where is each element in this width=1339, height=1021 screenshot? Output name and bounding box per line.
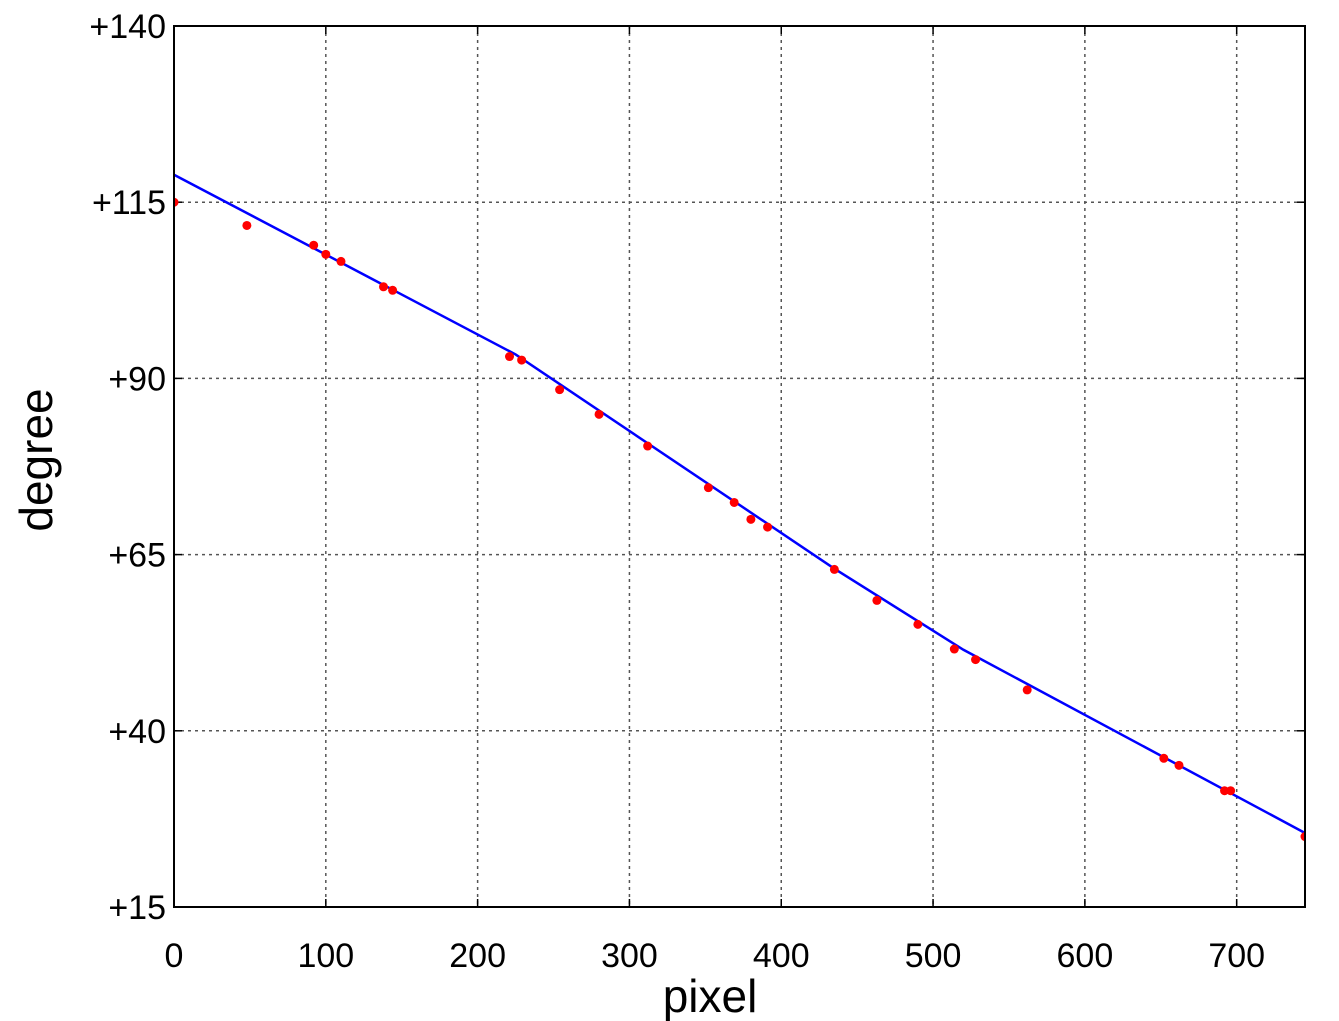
y-tick-label: +140	[89, 8, 166, 46]
data-point	[1300, 832, 1305, 842]
y-axis-title: degree	[10, 388, 62, 531]
x-tick-label: 0	[165, 937, 184, 975]
y-tick-label: +90	[108, 360, 166, 398]
data-point	[729, 497, 739, 507]
plot-frame	[173, 25, 1306, 908]
x-tick-label: 400	[753, 937, 810, 975]
data-point	[763, 522, 773, 532]
data-point	[388, 285, 398, 295]
data-point	[336, 256, 346, 266]
data-point	[1022, 685, 1032, 695]
data-point	[379, 282, 389, 292]
y-tick-label: +40	[108, 713, 166, 751]
data-point	[174, 197, 179, 207]
data-points	[174, 197, 1305, 842]
data-point	[949, 644, 959, 654]
data-point	[594, 409, 604, 419]
data-point	[1159, 753, 1169, 763]
data-point	[505, 352, 515, 362]
data-point	[643, 441, 653, 451]
data-point	[829, 564, 839, 574]
data-point	[1226, 786, 1236, 796]
data-point	[872, 595, 882, 605]
x-tick-label: 600	[1057, 937, 1114, 975]
axis-ticks	[173, 25, 1305, 908]
data-point	[517, 355, 527, 365]
data-point	[309, 240, 319, 250]
data-point	[555, 385, 565, 395]
fit-line-layer	[173, 173, 1306, 835]
data-point	[746, 514, 756, 524]
data-point	[321, 249, 331, 259]
x-axis-title: pixel	[663, 970, 758, 1021]
data-point	[913, 619, 923, 629]
x-tick-label: 100	[297, 937, 354, 975]
data-point	[1174, 760, 1184, 770]
grid-lines	[174, 26, 1305, 907]
fit-line	[173, 173, 1306, 835]
data-point	[971, 655, 981, 665]
x-tick-label: 300	[601, 937, 658, 975]
x-tick-label: 700	[1208, 937, 1265, 975]
tick-labels: 0 100 200 300 400 500 600 700 +15 +40 +65 +90 +115 +1…	[89, 8, 1265, 975]
y-tick-label: +15	[108, 889, 166, 927]
x-tick-label: 200	[449, 937, 506, 975]
y-tick-label: +115	[92, 184, 166, 222]
data-point	[703, 483, 713, 493]
y-tick-label: +65	[108, 537, 166, 575]
data-point	[242, 220, 252, 230]
x-tick-label: 500	[905, 937, 962, 975]
